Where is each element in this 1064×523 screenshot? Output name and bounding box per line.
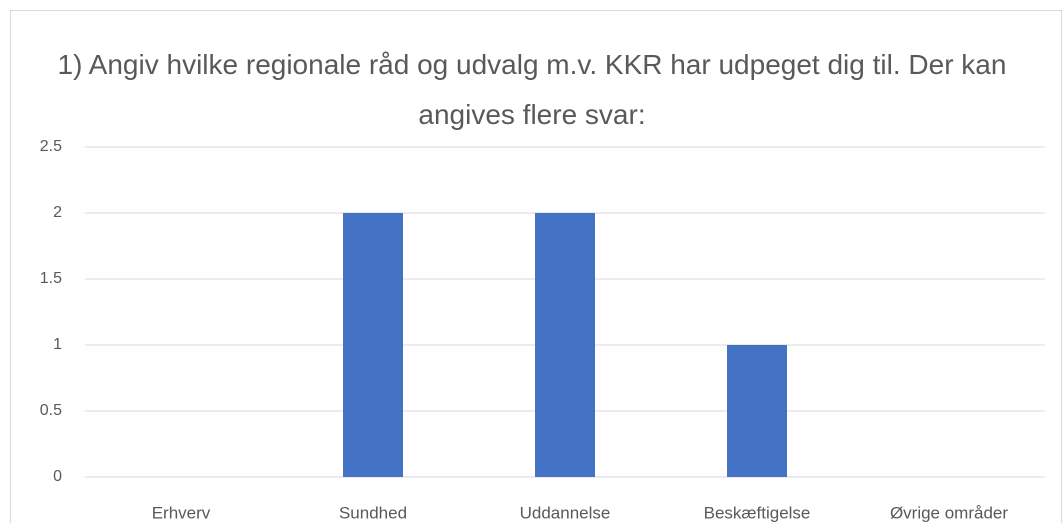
x-tick-label: Beskæftigelse — [704, 503, 811, 522]
y-tick-label: 2.5 — [40, 138, 62, 155]
y-tick-label: 0.5 — [40, 402, 62, 419]
y-tick-label: 2 — [53, 204, 62, 221]
bar — [535, 213, 595, 477]
chart-title: 1) Angiv hvilke regionale råd og udvalg … — [57, 49, 1007, 130]
bar — [727, 345, 787, 477]
y-tick-label: 0 — [53, 468, 62, 485]
x-tick-label: Erhverv — [152, 503, 211, 522]
x-tick-label: Sundhed — [339, 503, 407, 522]
x-tick-label: Øvrige områder — [890, 503, 1008, 522]
chart-border — [10, 10, 1062, 523]
x-tick-label: Uddannelse — [520, 503, 611, 522]
y-tick-label: 1 — [53, 336, 62, 353]
y-tick-label: 1.5 — [40, 270, 62, 287]
bar — [343, 213, 403, 477]
